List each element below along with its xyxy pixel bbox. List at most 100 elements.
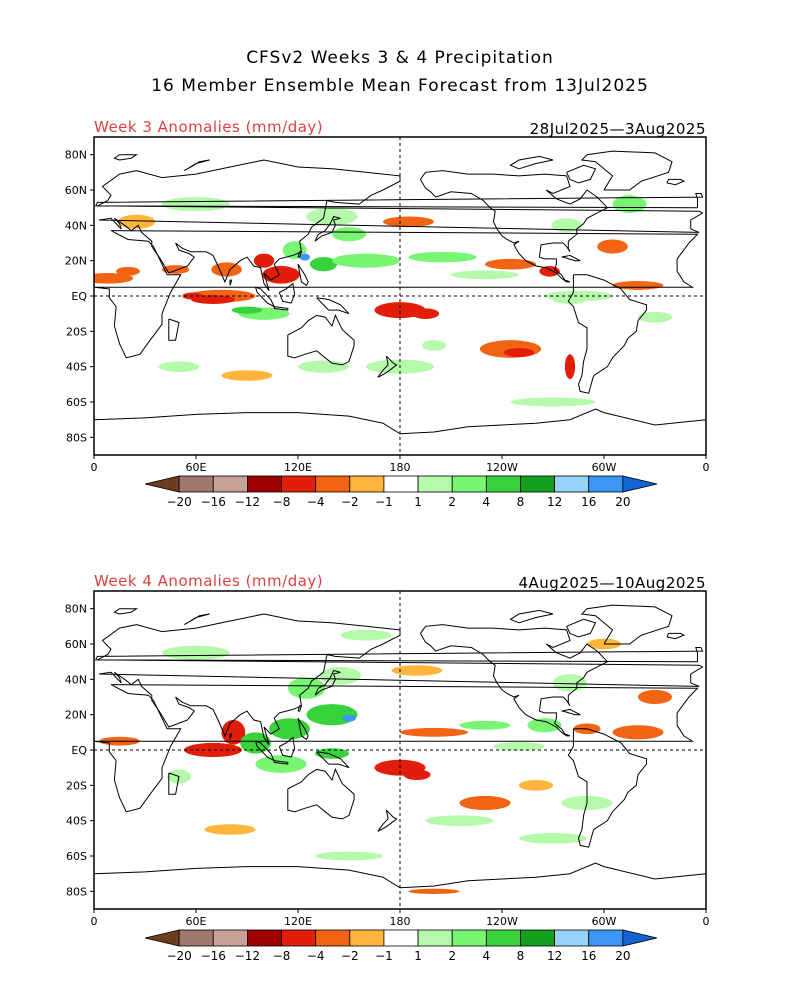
colorbar-swatch (246, 475, 282, 493)
anomaly-area (315, 748, 349, 759)
coastline (287, 314, 355, 366)
anomaly-area (211, 262, 242, 277)
coastline (94, 193, 704, 209)
coastline (419, 624, 609, 737)
anomaly-area (221, 370, 273, 381)
anomaly-area (459, 720, 511, 730)
colorbar-label: −2 (341, 949, 359, 963)
anomaly-area (403, 769, 431, 781)
colorbar-label: −1 (375, 495, 393, 509)
colorbar-week4: −20 −16 −12 −8 −4 −2 −1 1 2 4 8 12 16 20 (144, 929, 658, 963)
anomaly-area (340, 629, 392, 641)
colorbar-swatch (588, 475, 624, 493)
coastline (113, 608, 139, 615)
lon-tick-label: 60W (592, 915, 617, 928)
coastline (580, 604, 673, 645)
lon-tick-label: 180 (390, 461, 411, 474)
anomaly-area (262, 265, 300, 284)
anomaly-area (597, 239, 628, 254)
coastline (566, 164, 597, 184)
week3-anomaly-label: Week 3 Anomalies (mm/day) (94, 118, 324, 136)
colorbar-swatch (485, 929, 521, 947)
lon-tick-label: 180 (390, 915, 411, 928)
colorbar-swatch (349, 475, 385, 493)
anomaly-area (306, 704, 358, 726)
anomaly-area (221, 719, 246, 745)
anomaly-area (253, 253, 275, 268)
anomaly-area (240, 732, 271, 754)
colorbar-label: 1 (414, 495, 422, 509)
anomaly-area (411, 308, 440, 319)
lat-tick-label: 60S (66, 850, 87, 863)
coastline (316, 751, 350, 769)
anomaly-area (255, 755, 307, 773)
coastline (509, 155, 554, 170)
colorbar-label: −16 (201, 495, 226, 509)
lat-tick-label: 80N (65, 149, 87, 162)
coastline (97, 613, 704, 745)
colorbar-swatch (554, 929, 590, 947)
colorbar-swatch (281, 475, 317, 493)
anomaly-area (551, 218, 582, 233)
anomaly-area (425, 815, 494, 826)
anomaly-area (451, 270, 519, 280)
lon-tick-label: 60W (592, 461, 617, 474)
anomaly-area (332, 253, 400, 268)
colorbar-arrow-right (622, 475, 658, 493)
colorbar-swatch (554, 475, 590, 493)
anomaly-area (287, 677, 326, 699)
map-panel-week3 (94, 137, 706, 455)
lat-tick-label: 20N (65, 709, 87, 722)
lat-tick-label: 60N (65, 638, 87, 651)
anomaly-area (527, 718, 562, 733)
coastline (94, 862, 706, 889)
coastline (666, 632, 686, 640)
anomaly-area (298, 360, 349, 373)
colorbar-label: −2 (341, 495, 359, 509)
coastline (580, 150, 673, 191)
anomaly-area (332, 227, 366, 242)
anomaly-area (493, 742, 545, 751)
coastline (168, 772, 180, 795)
coastline (561, 708, 581, 716)
coastline (94, 408, 706, 435)
colorbar-swatch (485, 475, 521, 493)
lat-tick-label: 20S (66, 325, 87, 338)
coastline (297, 263, 309, 287)
anomaly-area (94, 273, 134, 284)
anomaly-area (342, 714, 356, 722)
anomaly-area (485, 258, 536, 270)
anomaly-area (612, 195, 647, 213)
coastline (94, 684, 699, 813)
colorbar-label: 20 (615, 495, 630, 509)
coastline (273, 306, 289, 311)
anomaly-area (299, 253, 310, 261)
lat-tick-label: 60S (66, 396, 87, 409)
colorbar-swatch (588, 929, 624, 947)
anomaly-area (638, 689, 672, 705)
coastline (314, 669, 341, 696)
coastline (377, 809, 398, 832)
colorbar-swatch (417, 929, 453, 947)
coastline (183, 613, 210, 626)
colorbar-label: 1 (414, 949, 422, 963)
week4-anomaly-label: Week 4 Anomalies (mm/day) (94, 572, 324, 590)
colorbar-label: −12 (235, 949, 260, 963)
coastline (278, 736, 296, 758)
anomaly-area (162, 265, 190, 274)
anomaly-area (184, 742, 242, 758)
anomaly-area (320, 666, 361, 685)
anomaly-area (503, 348, 535, 357)
colorbar-label: 16 (581, 495, 596, 509)
anomaly-area (422, 340, 446, 351)
coastline (97, 159, 704, 291)
colorbar-swatch (451, 929, 487, 947)
anomaly-area (638, 311, 672, 323)
coastline (666, 178, 686, 186)
lon-tick-label: 120W (486, 915, 518, 928)
colorbar-label: 4 (483, 949, 491, 963)
colorbar-swatch (520, 929, 556, 947)
colorbar-swatch (212, 929, 248, 947)
coastline (314, 215, 341, 242)
lat-tick-label: 20N (65, 255, 87, 268)
